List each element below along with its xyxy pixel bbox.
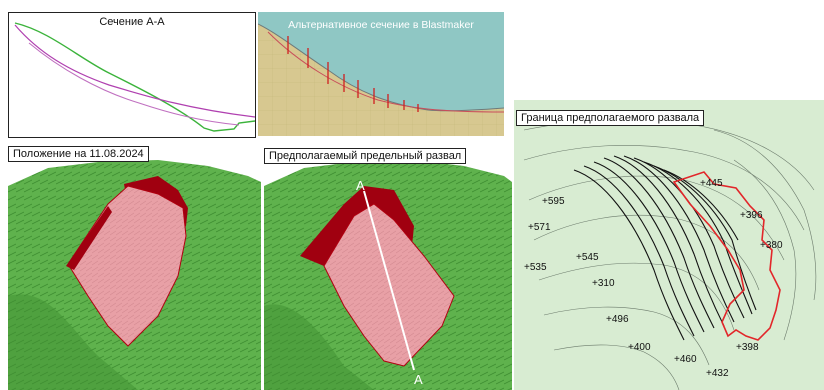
elevation-labels: +595 +445 +571 +396 +380 +545 +310 +535 …: [524, 178, 783, 379]
blastmaker-svg: Альтернативное сечение в Blastmaker: [258, 12, 504, 136]
slide-left-edge: [66, 206, 112, 270]
marker-a-top: A: [356, 178, 365, 193]
elevation-label: +595: [542, 196, 565, 207]
predicted-panel: A A Предполагаемый предельный развал: [264, 146, 512, 390]
section-chart-title: Сечение А-А: [99, 16, 165, 28]
contour-map-svg: +595 +445 +571 +396 +380 +545 +310 +535 …: [514, 100, 824, 390]
blastmaker-holes: [287, 36, 419, 112]
elevation-label: +310: [592, 278, 615, 289]
section-chart-svg: [14, 22, 255, 132]
predicted-boundary: [672, 171, 781, 341]
elevation-label: +432: [706, 368, 729, 379]
bench-contours: [573, 155, 757, 341]
section-line-purple-2: [28, 42, 240, 126]
terrain-shadow: [8, 294, 138, 390]
section-line-purple-1: [14, 24, 255, 118]
terrain-shadow: [264, 304, 374, 390]
blastmaker-surface: [258, 23, 504, 112]
section-line-a-a: [363, 190, 415, 371]
elevation-label: +545: [576, 252, 599, 263]
predicted-svg: A A: [264, 160, 512, 390]
blastmaker-sky: [258, 12, 504, 111]
elevation-label: +460: [674, 354, 697, 365]
elevation-label: +496: [606, 314, 629, 325]
elevation-label: +400: [628, 342, 651, 353]
blastmaker-slide-line: [267, 31, 504, 113]
blastmaker-panel: Альтернативное сечение в Blastmaker: [258, 12, 504, 136]
predicted-title: Предполагаемый предельный развал: [264, 148, 467, 164]
elevation-label: +445: [700, 178, 723, 189]
position-panel: Положение на 11.08.2024: [8, 146, 261, 390]
elevation-label: +398: [736, 342, 759, 353]
position-title: Положение на 11.08.2024: [8, 146, 149, 162]
elevation-label: +380: [760, 240, 783, 251]
contour-map-panel: +595 +445 +571 +396 +380 +545 +310 +535 …: [514, 100, 824, 390]
elevation-label: +535: [524, 262, 547, 273]
elevation-label: +571: [528, 222, 551, 233]
contour-map-title: Граница предполагаемого развала: [516, 110, 705, 126]
marker-a-bottom: A: [414, 372, 423, 387]
blastmaker-title: Альтернативное сечение в Blastmaker: [288, 19, 474, 31]
section-chart-panel: Сечение А-А: [8, 12, 256, 138]
elevation-label: +396: [740, 210, 763, 221]
section-line-green: [14, 22, 255, 132]
position-svg: [8, 160, 261, 390]
slide-zone: [323, 203, 455, 367]
